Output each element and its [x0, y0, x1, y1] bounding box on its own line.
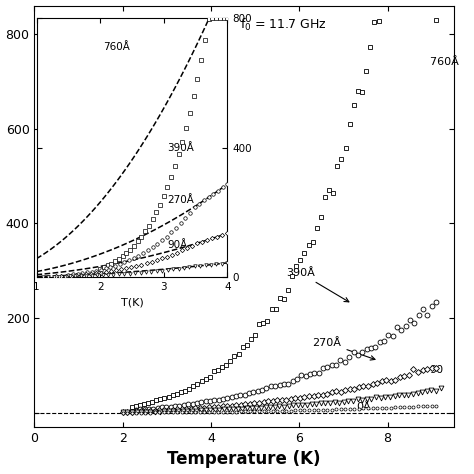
Text: f$_0$ = 11.7 GHz: f$_0$ = 11.7 GHz	[240, 17, 327, 33]
X-axis label: Temperature (K): Temperature (K)	[167, 450, 321, 468]
Text: 760Å: 760Å	[429, 57, 465, 67]
Text: 90: 90	[429, 365, 444, 375]
Text: 270Å: 270Å	[312, 338, 375, 360]
Text: 390Å: 390Å	[286, 268, 349, 302]
Text: 0Å: 0Å	[357, 402, 372, 412]
Text: $R_s$
($\mu\Omega$): $R_s$ ($\mu\Omega$)	[182, 173, 210, 208]
